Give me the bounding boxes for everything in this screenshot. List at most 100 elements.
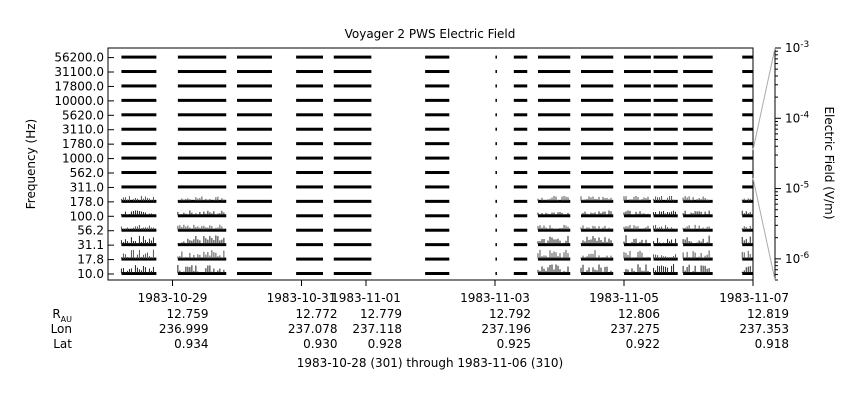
spectrum-segment — [581, 113, 614, 117]
spectrum-segment — [495, 113, 497, 117]
spectrum-segment — [120, 249, 157, 261]
spectrum-segment — [425, 185, 450, 189]
spectrum-segment — [683, 127, 713, 131]
spectrum-segment — [742, 156, 753, 160]
spectrum-segment — [624, 127, 651, 131]
colorbar-tick-label: 10-5 — [785, 181, 809, 196]
spectrum-segment — [177, 250, 227, 261]
spectrum-segment — [683, 185, 713, 189]
spectrum-segment — [581, 70, 614, 74]
ephemeris-lon-value: 237.353 — [739, 322, 789, 336]
spectrum-segment — [538, 142, 571, 146]
spectrum-segment — [742, 55, 753, 59]
spectrum-segment — [495, 84, 497, 88]
spectrum-segment — [538, 55, 571, 59]
spectrum-segment — [538, 185, 571, 189]
spectrum-segment — [653, 142, 678, 146]
spectrum-segment — [581, 142, 614, 146]
spectrum-segment — [653, 210, 678, 218]
ephemeris-rau-value: 12.806 — [618, 307, 660, 321]
spectrum-segment — [623, 235, 651, 247]
ephemeris-lat-value: 0.934 — [174, 337, 208, 351]
plot-frame — [107, 47, 754, 281]
spectrum-segment — [537, 264, 571, 275]
ephemeris-lat-value: 0.922 — [626, 337, 660, 351]
spectrum-segment — [425, 55, 450, 59]
spectrum-segment — [495, 214, 497, 218]
spectrum-segment — [682, 196, 713, 203]
spectrum-segment — [538, 98, 571, 102]
spectrum-segment — [653, 224, 678, 232]
spectrum-segment — [296, 243, 323, 247]
spectrum-segment — [237, 243, 272, 247]
ephemeris-rau-value: 12.759 — [167, 307, 209, 321]
spectrum-segment — [495, 199, 497, 203]
spectrum-segment — [177, 210, 227, 218]
spectrum-segment — [495, 70, 497, 74]
colorbar: 10-3 10-4 10-5 10-6 — [752, 40, 810, 281]
spectrum-segment — [513, 70, 528, 74]
spectrum-segment — [538, 156, 571, 160]
spectrum-segment — [624, 70, 651, 74]
spectrum-segment — [177, 224, 227, 232]
spectrum-segment — [333, 171, 372, 175]
spectrum-segment — [333, 257, 372, 261]
spectrum-segment — [742, 171, 753, 175]
spectrum-segment — [741, 236, 753, 247]
spectrum-segment — [425, 142, 450, 146]
spectrum-segment — [237, 142, 272, 146]
spectrum-segment — [237, 257, 272, 261]
spectrum-segment — [495, 156, 497, 160]
spectrum-segment — [653, 70, 678, 74]
time-range-caption: 1983-10-28 (301) through 1983-11-06 (310… — [297, 356, 563, 370]
spectrum-segment — [237, 214, 272, 218]
spectrum-segment — [513, 84, 528, 88]
spectrum-segment — [741, 198, 753, 203]
ephemeris-lat-value: 0.925 — [497, 337, 531, 351]
spectrum-segment — [121, 185, 157, 189]
spectrum-segment — [333, 156, 372, 160]
spectrum-segment — [513, 214, 528, 218]
spectrum-segment — [121, 127, 157, 131]
spectrum-segment — [495, 272, 497, 275]
spectrum-segment — [513, 185, 528, 189]
spectrum-segment — [333, 243, 372, 247]
spectrum-segment — [624, 185, 651, 189]
spectrum-segment — [296, 185, 323, 189]
spectrum-segment — [513, 257, 528, 261]
spectrum-segment — [581, 98, 614, 102]
y-tick-label: 311.0 — [70, 180, 104, 194]
spectrum-segment — [537, 224, 571, 232]
spectrum-segment — [741, 250, 753, 261]
spectrum-segment — [653, 55, 678, 59]
ephemeris-rau-value: 12.819 — [747, 307, 789, 321]
spectrum-segment — [333, 113, 372, 117]
spectrum-segment — [425, 171, 450, 175]
spectrum-segment — [513, 127, 528, 131]
spectrum-segment — [537, 195, 571, 203]
spectrum-segment — [425, 127, 450, 131]
x-tick-label: 1983-11-05 — [589, 291, 659, 305]
spectrum-segment — [580, 225, 614, 232]
ephemeris-lon-value: 237.196 — [481, 322, 531, 336]
ephemeris-lat-value: 0.930 — [303, 337, 337, 351]
spectrum-segment — [495, 228, 497, 232]
spectrum-segment — [333, 142, 372, 146]
spectrum-segment — [683, 113, 713, 117]
spectrum-segment — [682, 224, 713, 232]
spectrum-segment — [177, 98, 227, 102]
spectrum-segment — [653, 185, 678, 189]
y-tick-label: 31100.0 — [54, 65, 104, 79]
spectrum-segment — [333, 98, 372, 102]
spectrum-segment — [177, 185, 227, 189]
spectrum-segment — [333, 185, 372, 189]
spectrum-segment — [121, 55, 157, 59]
spectrum-segment — [495, 55, 497, 59]
spectrum-segment — [581, 171, 614, 175]
spectrum-segment — [237, 70, 272, 74]
spectrum-segment — [495, 171, 497, 175]
x-tick-label: 1983-10-29 — [138, 291, 208, 305]
spectrum-segment — [513, 156, 528, 160]
spectrum-segment — [296, 84, 323, 88]
spectrum-segment — [537, 235, 571, 247]
